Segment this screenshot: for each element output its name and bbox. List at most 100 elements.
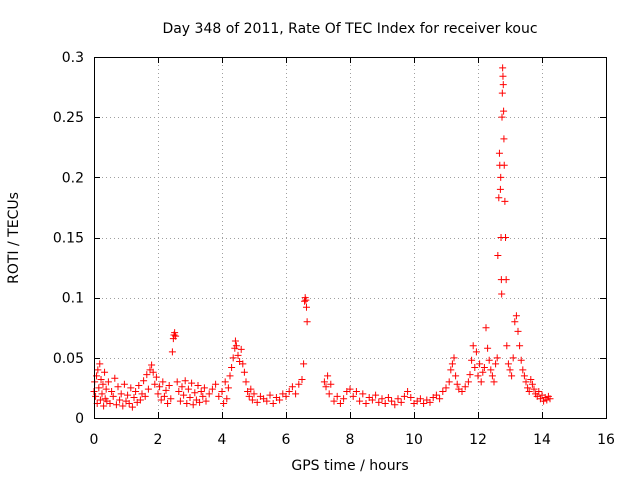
x-tick-label: 14: [533, 432, 551, 448]
data-point: [104, 378, 112, 386]
x-tick-label: 8: [346, 432, 355, 448]
data-point: [96, 396, 104, 404]
data-point: [112, 401, 120, 409]
x-tick-label: 16: [597, 432, 615, 448]
data-point: [453, 380, 461, 388]
data-point: [215, 392, 223, 400]
data-point: [130, 394, 138, 402]
data-point: [407, 394, 415, 402]
data-point: [535, 388, 543, 396]
data-point: [420, 400, 428, 408]
data-point: [487, 366, 495, 374]
data-point: [499, 72, 507, 80]
data-point: [125, 400, 133, 408]
data-point: [384, 394, 392, 402]
data-point: [484, 344, 492, 352]
data-point: [197, 388, 205, 396]
data-point: [117, 390, 125, 398]
data-point: [114, 383, 122, 391]
data-point: [494, 252, 502, 260]
data-points: [90, 64, 554, 411]
data-point: [501, 197, 509, 205]
data-point: [543, 396, 551, 404]
data-point: [524, 384, 532, 392]
data-point: [168, 348, 176, 356]
data-point: [461, 383, 469, 391]
data-point: [512, 312, 520, 320]
data-point: [135, 382, 143, 390]
data-point: [212, 380, 220, 388]
data-point: [514, 327, 522, 335]
data-point: [242, 378, 250, 386]
data-point: [378, 395, 386, 403]
data-point: [322, 383, 330, 391]
data-point: [325, 390, 333, 398]
data-point: [448, 360, 456, 368]
data-point: [237, 345, 245, 353]
data-point: [248, 396, 256, 404]
data-point: [497, 173, 505, 181]
data-point: [164, 400, 172, 408]
data-point: [362, 400, 370, 408]
data-point: [234, 351, 242, 359]
data-point: [324, 372, 332, 380]
data-point: [106, 400, 114, 408]
data-point: [445, 378, 453, 386]
data-point: [495, 194, 503, 202]
y-tick-label: 0.3: [62, 50, 84, 66]
data-point: [240, 368, 248, 376]
data-point: [239, 360, 247, 368]
data-point: [439, 388, 447, 396]
data-point: [500, 161, 508, 169]
data-point: [151, 380, 159, 388]
data-point: [140, 377, 148, 385]
data-point: [100, 402, 108, 410]
data-point: [162, 386, 170, 394]
x-tick-label: 4: [218, 432, 227, 448]
data-point: [527, 375, 535, 383]
data-point: [517, 356, 525, 364]
data-point: [136, 396, 144, 404]
data-point: [503, 342, 511, 350]
data-point: [458, 388, 466, 396]
data-point: [298, 375, 306, 383]
y-tick-label: 0.25: [53, 110, 84, 126]
data-point: [333, 392, 341, 400]
data-point: [165, 382, 173, 390]
data-point: [94, 366, 102, 374]
y-tick-label: 0.2: [62, 170, 84, 186]
data-point: [346, 385, 354, 393]
x-tick-label: 12: [469, 432, 487, 448]
data-point: [116, 396, 124, 404]
data-point: [171, 329, 179, 337]
data-point: [101, 368, 109, 376]
data-point: [520, 372, 528, 380]
data-point: [496, 185, 504, 193]
data-point: [471, 363, 479, 371]
data-point: [488, 372, 496, 380]
data-point: [188, 379, 196, 387]
data-point: [205, 390, 213, 398]
data-point: [502, 234, 510, 241]
data-point: [480, 363, 488, 371]
data-point: [516, 342, 524, 350]
data-point: [498, 290, 506, 298]
data-point: [472, 348, 480, 356]
data-point: [301, 297, 309, 305]
data-point: [183, 400, 191, 408]
data-point: [295, 380, 303, 388]
data-point: [196, 398, 204, 406]
data-point: [159, 378, 167, 386]
data-point: [160, 392, 168, 400]
data-point: [482, 324, 490, 332]
data-point: [208, 385, 216, 393]
data-point: [247, 385, 255, 393]
data-point: [352, 388, 360, 396]
data-point: [269, 400, 277, 408]
data-point: [336, 400, 344, 408]
data-point: [349, 392, 357, 400]
data-point: [111, 374, 119, 382]
data-point: [330, 397, 338, 405]
data-point: [477, 378, 485, 386]
data-point: [340, 395, 348, 403]
